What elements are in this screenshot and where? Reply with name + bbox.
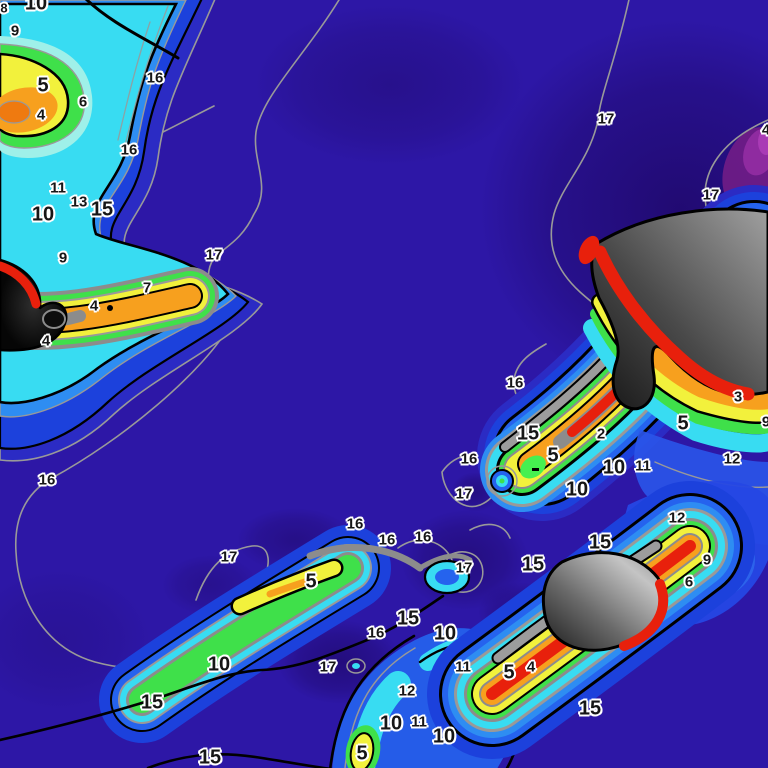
map-shape — [117, 21, 151, 141]
map-shape — [42, 309, 66, 329]
map-shape — [486, 465, 518, 497]
map-shape — [532, 468, 539, 471]
map-shape — [107, 305, 113, 311]
map-shape — [349, 732, 375, 768]
map-shape — [306, 543, 424, 572]
map-shape — [743, 128, 768, 176]
northeast-band — [477, 185, 768, 545]
land-mass-a — [590, 207, 768, 411]
map-shape — [499, 478, 505, 484]
map-shape — [593, 245, 755, 401]
map-shape — [266, 576, 316, 598]
map-shape — [146, 753, 334, 768]
bottomleft-band — [99, 525, 391, 743]
map-shape — [0, 261, 41, 309]
left-island-structure — [0, 258, 219, 352]
map-shape — [328, 634, 416, 768]
map-shape — [550, 0, 633, 335]
map-shape — [435, 569, 459, 585]
map-shape — [0, 100, 31, 124]
black-contour-lines — [0, 594, 445, 768]
map-shape — [255, 5, 525, 165]
map-shape — [469, 523, 511, 539]
map-shape — [14, 0, 340, 670]
map-shape — [417, 553, 473, 571]
southeast-island-band — [427, 480, 768, 759]
map-shape — [578, 235, 600, 265]
map-shape — [758, 129, 768, 155]
map-shape — [0, 594, 445, 742]
map-shape — [619, 579, 669, 651]
map-shape — [123, 5, 169, 151]
map-shape — [583, 319, 768, 453]
map-shape — [520, 455, 546, 479]
map-shape — [84, 0, 180, 60]
map-shape — [352, 663, 360, 669]
map-shape — [590, 308, 768, 435]
map-shape — [129, 555, 361, 713]
small-features — [346, 465, 518, 674]
